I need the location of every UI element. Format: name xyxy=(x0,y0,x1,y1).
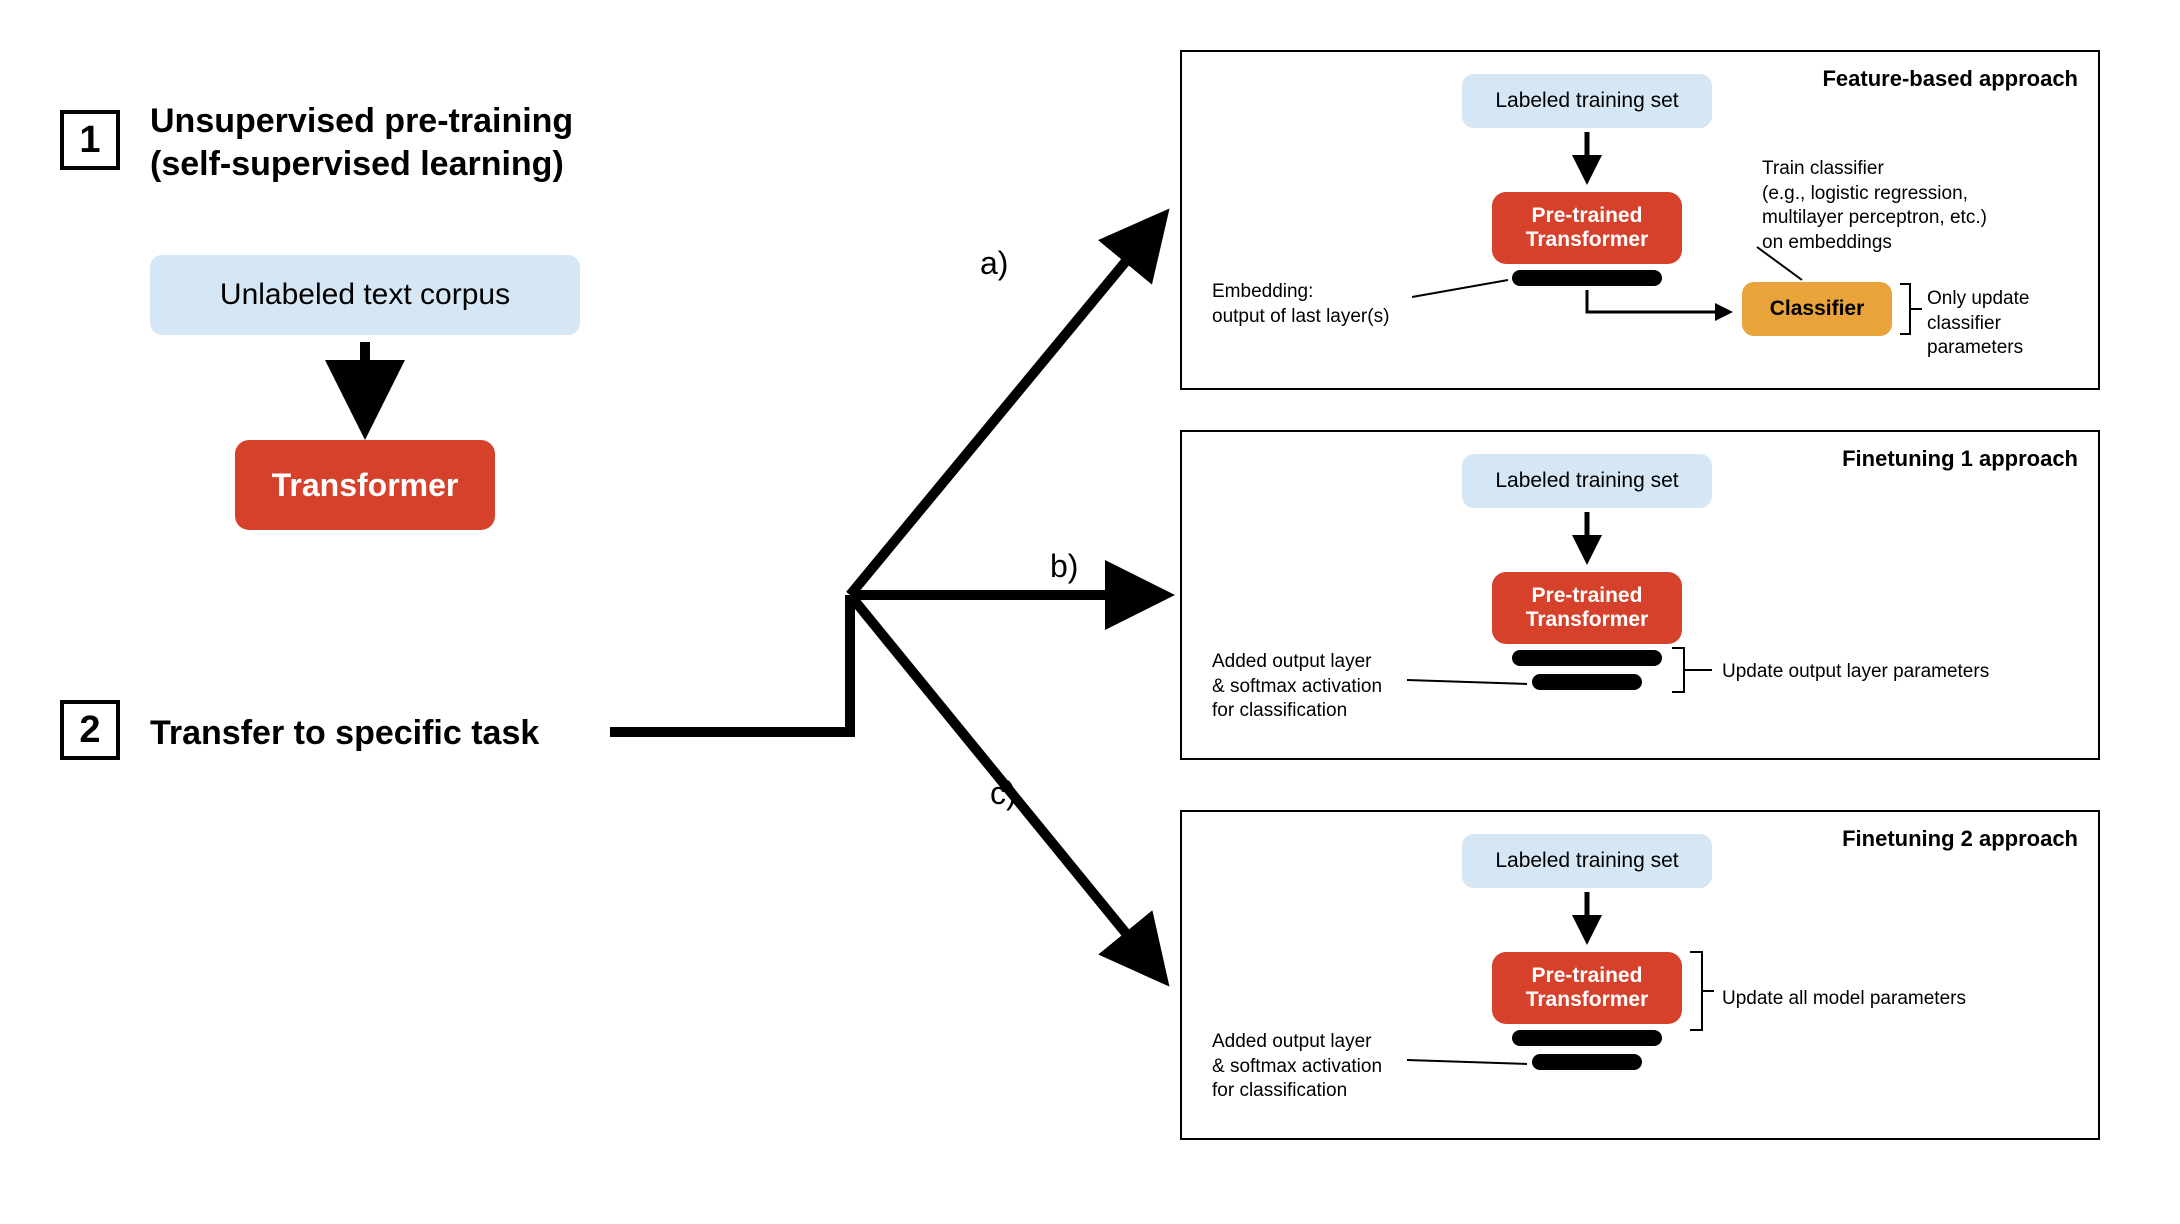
step1-number-box: 1 xyxy=(60,110,120,170)
panel-a-svg xyxy=(1182,52,2102,392)
transformer-box: Transformer xyxy=(235,440,495,530)
panel-a: Feature-based approach Labeled training … xyxy=(1180,50,2100,390)
step2-heading: Transfer to specific task xyxy=(150,712,539,755)
step2-heading-text: Transfer to specific task xyxy=(150,714,539,752)
unlabeled-corpus-box: Unlabeled text corpus xyxy=(150,255,580,335)
step1-heading-line1: Unsupervised pre-training xyxy=(150,100,573,143)
unlabeled-corpus-label: Unlabeled text corpus xyxy=(220,278,510,312)
step1-heading: Unsupervised pre-training (self-supervis… xyxy=(150,100,573,185)
transformer-label: Transformer xyxy=(272,467,459,504)
step2-number: 2 xyxy=(79,709,100,752)
step2-number-box: 2 xyxy=(60,700,120,760)
panel-b-svg xyxy=(1182,432,2102,762)
step1-number: 1 xyxy=(79,119,100,162)
panel-c: Finetuning 2 approach Labeled training s… xyxy=(1180,810,2100,1140)
branch-b-label: b) xyxy=(1050,548,1078,585)
panel-b: Finetuning 1 approach Labeled training s… xyxy=(1180,430,2100,760)
panel-c-svg xyxy=(1182,812,2102,1142)
branch-a-label: a) xyxy=(980,245,1008,282)
step1-heading-line2: (self-supervised learning) xyxy=(150,143,573,186)
branch-c-label: c) xyxy=(990,775,1017,812)
